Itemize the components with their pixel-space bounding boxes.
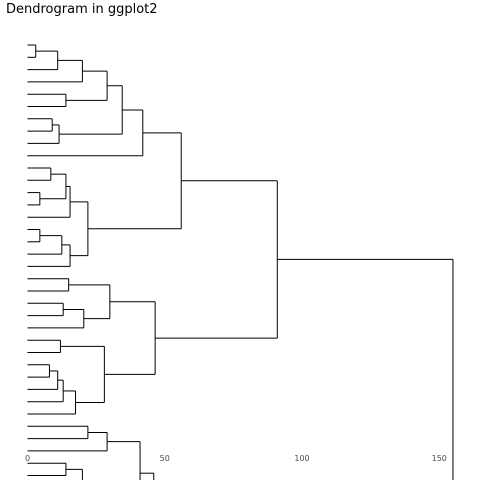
x-tick-label: 150	[432, 454, 447, 463]
x-tick-label: 100	[294, 454, 309, 463]
dendrogram-links	[27, 44, 454, 480]
x-axis: 0 50 100 150	[25, 454, 447, 463]
x-tick-label: 50	[160, 454, 170, 463]
chart-title: Dendrogram in ggplot2	[6, 2, 158, 17]
x-tick-label: 0	[25, 454, 30, 463]
